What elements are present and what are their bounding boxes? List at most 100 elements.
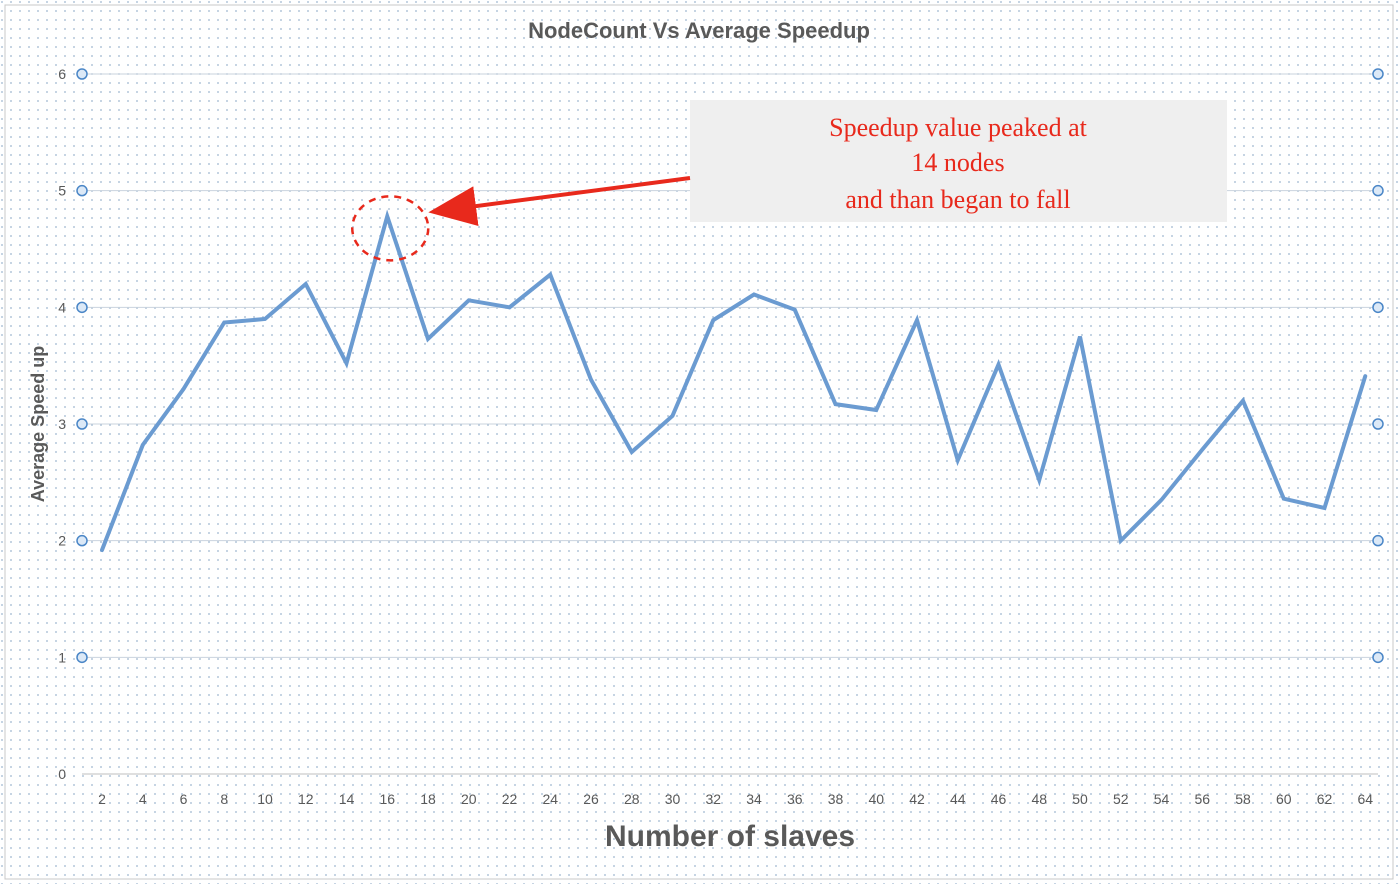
x-tick-label: 2 [98,791,106,807]
data-point [915,318,920,323]
data-point [996,362,1001,367]
data-point [670,413,675,418]
chart-border [4,4,1394,880]
x-tick-label: 36 [787,791,803,807]
annotation-line-2: 14 nodes [911,148,1004,177]
x-tick-label: 16 [379,791,395,807]
data-point [466,298,471,303]
x-tick-label: 52 [1113,791,1129,807]
x-tick-label: 6 [180,791,188,807]
annotation-arrow [428,176,691,226]
data-point [629,450,634,455]
x-tick-label: 38 [828,791,844,807]
data-point [100,548,105,553]
y-tick-label: 2 [58,533,66,549]
chart-title: NodeCount Vs Average Speedup [528,18,870,43]
right-axis-handle[interactable] [1372,651,1384,664]
right-axis-handle[interactable] [1372,301,1384,314]
x-tick-label: 14 [339,791,355,807]
data-point [589,377,594,382]
annotation-line-3: and than began to fall [845,185,1070,214]
data-point [1241,398,1246,403]
y-tick-label: 1 [58,649,66,665]
peak-highlight-circle [351,195,430,262]
x-tick-label: 20 [461,791,477,807]
right-axis-handle[interactable] [1372,534,1384,547]
annotation-box [690,100,1227,222]
x-tick-labels: 2 4 6 8 10 12 14 16 18 20 22 24 26 28 30 32 34 36 38 40 42 44… [98,791,1373,807]
y-tick-label: 3 [58,416,66,432]
x-tick-label: 22 [502,791,518,807]
left-axis-handle[interactable] [76,184,88,197]
data-point [303,282,308,287]
x-tick-label: 40 [868,791,884,807]
data-point [1118,538,1123,543]
annotation: Speedup value peaked at 14 nodes and tha… [351,100,1227,262]
y-tick-label: 5 [58,183,66,199]
left-axis-handle[interactable] [76,534,88,547]
x-tick-label: 46 [991,791,1007,807]
data-point [140,443,145,448]
series-line-0 [100,209,1368,552]
right-axis-handle[interactable] [1372,184,1384,197]
data-point [1037,478,1042,483]
data-point [711,318,716,323]
data-point [1322,506,1327,511]
data-point [1363,374,1368,379]
x-tick-label: 60 [1276,791,1292,807]
data-point [1078,334,1083,339]
x-tick-label: 64 [1357,791,1373,807]
left-axis-handle[interactable] [76,68,88,80]
data-point [263,317,268,322]
x-tick-label: 8 [220,791,228,807]
x-tick-label: 44 [950,791,966,807]
x-tick-label: 12 [298,791,314,807]
left-axis-handle[interactable] [76,651,88,664]
data-point [222,320,227,325]
data-point [507,305,512,310]
data-point [1159,497,1164,502]
right-axis-handle[interactable] [1372,418,1384,430]
data-point [792,307,797,312]
y-tick-label: 4 [58,299,66,315]
data-point [181,387,186,392]
x-tick-label: 62 [1317,791,1333,807]
left-axis-handle[interactable] [76,418,88,430]
y-axis-title: Average Speed up [28,346,48,502]
x-tick-label: 10 [257,791,273,807]
x-tick-label: 58 [1235,791,1251,807]
x-tick-label: 24 [542,791,558,807]
y-tick-label: 0 [58,766,66,782]
data-point [1200,447,1205,452]
selection-handles [76,68,1384,664]
data-point [548,272,553,277]
x-tick-label: 28 [624,791,640,807]
x-tick-label: 32 [705,791,721,807]
x-tick-label: 4 [139,791,147,807]
data-point [1281,496,1286,501]
x-tick-label: 54 [1154,791,1170,807]
right-axis-handle[interactable] [1372,68,1384,80]
x-tick-label: 18 [420,791,436,807]
y-tick-labels: 0 1 2 3 4 5 6 [58,66,66,782]
x-axis-title: Number of slaves [605,820,855,853]
series-speedup [100,209,1368,553]
x-tick-label: 34 [746,791,762,807]
data-point [833,402,838,407]
annotation-line-1: Speedup value peaked at [829,113,1088,142]
x-tick-label: 42 [909,791,925,807]
data-point [752,292,757,297]
data-point [955,458,960,463]
left-axis-handle[interactable] [76,301,88,314]
x-tick-label: 26 [583,791,599,807]
data-point [385,214,390,219]
data-point [874,408,879,413]
y-tick-label: 6 [58,66,66,82]
x-tick-label: 30 [665,791,681,807]
x-tick-label: 56 [1194,791,1210,807]
data-point [426,336,431,341]
x-tick-label: 48 [1031,791,1047,807]
data-point [344,361,349,366]
